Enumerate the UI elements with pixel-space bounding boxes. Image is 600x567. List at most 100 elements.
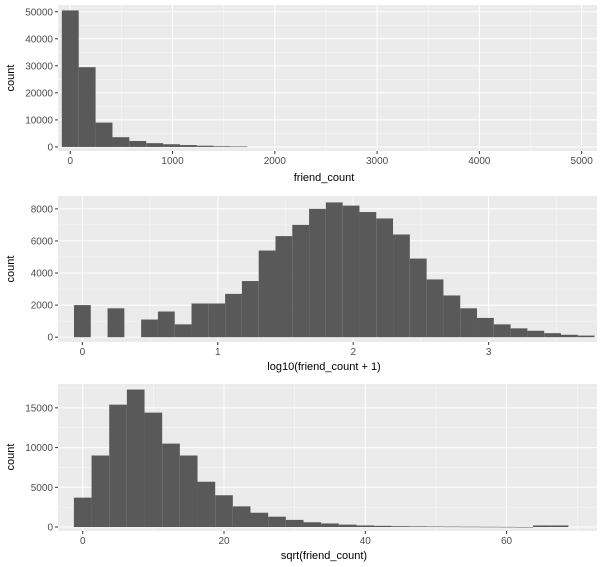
histogram-bar <box>342 205 360 338</box>
x-axis-title-1: friend_count <box>294 172 355 184</box>
histogram-bar <box>376 218 394 338</box>
grid-lines <box>58 5 597 151</box>
histogram-bar <box>460 308 478 338</box>
histogram-bar <box>162 443 180 528</box>
histogram-bar <box>480 526 498 528</box>
axis-ticks: 0 1000 2000 3000 4000 50000100002000030000400… <box>25 7 593 167</box>
panel-log10-friend-count: 0 1 2 3 0 2000 4000 6000 8000 count log10(friend… <box>5 196 597 373</box>
y-tick-label: 0 <box>47 523 53 534</box>
y-tick-label: 20000 <box>25 88 53 99</box>
y-axis-title-2: count <box>5 256 17 283</box>
histogram-bar <box>444 526 463 528</box>
y-tick-label: 10000 <box>25 115 53 126</box>
y-tick-label: 8000 <box>31 204 54 215</box>
x-tick-label: 20 <box>218 536 230 547</box>
histogram-bar <box>393 234 410 338</box>
histogram-bar <box>477 317 494 338</box>
histogram-bar <box>197 481 216 528</box>
y-tick-label: 0 <box>47 142 53 153</box>
histogram-bar <box>179 455 198 528</box>
histogram-bar <box>250 512 269 528</box>
histogram-bar <box>493 324 511 338</box>
x-tick-label: 3 <box>486 347 492 358</box>
histogram-bar <box>268 516 286 528</box>
x-tick-label: 40 <box>360 536 372 547</box>
y-tick-label: 0 <box>47 333 53 344</box>
x-tick-label: 1000 <box>161 156 184 167</box>
histogram-bar <box>61 10 79 147</box>
histogram-bar <box>241 281 259 338</box>
x-tick-label: 2 <box>350 347 356 358</box>
histogram-bar <box>338 524 357 528</box>
histogram-bar <box>321 523 339 528</box>
histogram-bar <box>225 293 242 338</box>
histogram-bar <box>533 525 551 528</box>
histogram-bar <box>527 330 545 338</box>
axis-ticks: 0 1 2 3 0 2000 4000 6000 8000 <box>31 204 492 358</box>
x-tick-label: 0 <box>80 347 86 358</box>
histogram-bar <box>510 328 528 338</box>
histogram-bar <box>292 224 310 338</box>
y-tick-label: 40000 <box>25 34 53 45</box>
histogram-bar <box>577 335 595 338</box>
x-tick-label: 60 <box>501 536 513 547</box>
histogram-bars <box>61 10 248 148</box>
y-tick-label: 4000 <box>31 269 54 280</box>
histogram-bar <box>126 389 145 528</box>
histogram-bar <box>141 319 158 338</box>
x-axis-title-2: log10(friend_count + 1) <box>267 361 380 373</box>
x-tick-label: 2000 <box>264 156 287 167</box>
histogram-bar <box>443 295 461 338</box>
histogram-bar <box>285 519 304 528</box>
x-tick-label: 5000 <box>571 156 594 167</box>
panel-sqrt-friend-count: 0 20 40 60 0 5000 10000 15000 count sqrt(friend… <box>5 384 597 562</box>
histogram-bar <box>427 526 445 528</box>
y-axis-title-1: count <box>5 65 17 92</box>
histogram-bar <box>325 202 343 338</box>
y-axis-title-3: count <box>5 444 17 471</box>
histogram-bar <box>208 303 226 338</box>
histogram-bar <box>73 305 91 338</box>
histogram-bar <box>409 526 428 528</box>
histogram-bar <box>356 525 375 528</box>
histogram-bar <box>146 143 164 147</box>
histogram-bar <box>213 146 231 147</box>
histogram-bar <box>215 495 233 528</box>
y-tick-label: 30000 <box>25 61 53 72</box>
histogram-bar <box>515 526 534 528</box>
histogram-bar <box>391 526 410 528</box>
histogram-bar <box>309 208 326 338</box>
histogram-bar <box>144 412 163 528</box>
x-tick-label: 4000 <box>468 156 491 167</box>
histogram-bar <box>544 333 561 338</box>
histogram-bars <box>73 202 595 338</box>
y-tick-label: 6000 <box>31 236 54 247</box>
histogram-bar <box>258 250 276 338</box>
axis-ticks: 0 20 40 60 0 5000 10000 15000 <box>25 403 512 547</box>
x-tick-label: 0 <box>67 156 73 167</box>
y-tick-label: 10000 <box>25 443 53 454</box>
histogram-bar <box>230 146 248 148</box>
x-tick-label: 1 <box>215 347 221 358</box>
panel-background <box>58 5 597 151</box>
histogram-bar <box>95 122 113 147</box>
histogram-bar <box>107 308 125 338</box>
histogram-bar <box>91 455 110 528</box>
y-tick-label: 50000 <box>25 7 53 18</box>
x-tick-label: 3000 <box>366 156 389 167</box>
histogram-bar <box>462 526 481 528</box>
y-tick-label: 5000 <box>31 483 54 494</box>
histogram-bar <box>191 303 209 338</box>
histogram-bar <box>550 525 569 528</box>
histogram-bar <box>374 525 392 528</box>
histogram-bar <box>163 144 180 147</box>
histogram-bar <box>426 279 444 338</box>
histogram-bar <box>196 145 214 147</box>
x-axis-title-3: sqrt(friend_count) <box>281 550 367 562</box>
histogram-bar <box>232 506 251 528</box>
histogram-bar <box>73 497 92 528</box>
histogram-bars <box>73 389 569 528</box>
histogram-bar <box>78 67 96 147</box>
panel-friend-count: 0 1000 2000 3000 4000 50000100002000030000400… <box>5 5 597 184</box>
